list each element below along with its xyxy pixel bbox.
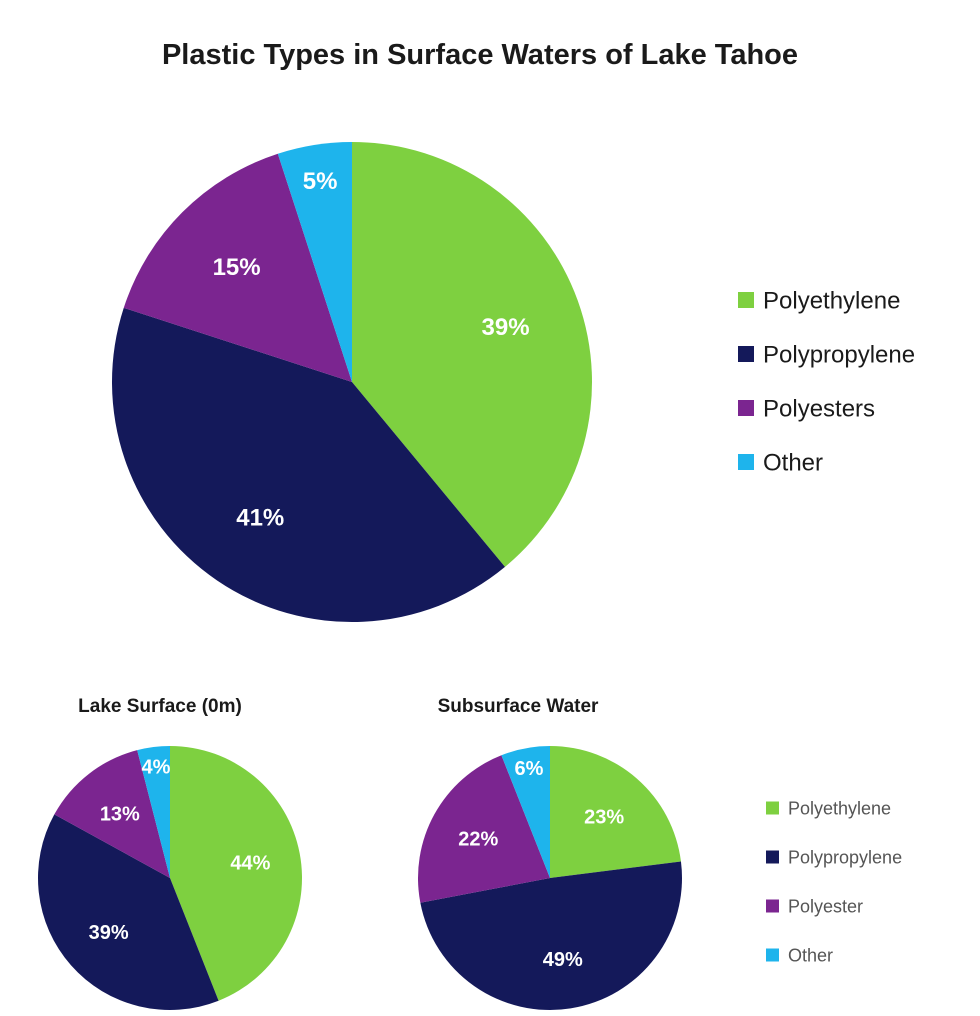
main-legend-label-other: Other — [763, 450, 823, 477]
main-legend-swatch-polypropylene — [738, 346, 754, 362]
small-legend-swatch-polyester — [766, 899, 779, 913]
small-legend-swatch-polyethylene — [766, 801, 779, 815]
subsurface-slice-polypropylene — [420, 861, 683, 1011]
main-legend: Polyethylene Polypropylene Polyesters Other — [738, 288, 915, 477]
main-slice-other — [277, 142, 352, 382]
small-legend-swatch-other — [766, 948, 779, 962]
subsurface-label-polyester: 22% — [458, 829, 498, 851]
subsurface-chart-title: Subsurface Water — [438, 696, 599, 717]
main-legend-label-polyesters: Polyesters — [763, 396, 875, 423]
main-slice-polypropylene — [112, 307, 505, 622]
lake-surface-pie-chart: 44% 39% 13% 4% — [38, 746, 302, 1010]
secondary-legend: Polyethylene Polypropylene Polyester Other — [766, 798, 902, 965]
main-label-polyesters: 15% — [213, 254, 261, 281]
surface-slice-other — [137, 746, 170, 878]
main-legend-swatch-other — [738, 454, 754, 470]
surface-slice-polyester — [54, 750, 171, 878]
subsurface-slice-polyethylene — [550, 746, 681, 878]
lake-surface-chart-title: Lake Surface (0m) — [78, 696, 242, 717]
small-legend-label-other: Other — [788, 945, 833, 965]
subsurface-label-polypropylene: 49% — [543, 949, 583, 971]
main-label-polyethylene: 39% — [482, 314, 530, 341]
main-legend-label-polypropylene: Polypropylene — [763, 342, 915, 369]
surface-label-polyethylene: 44% — [230, 853, 270, 875]
subsurface-slice-other — [501, 746, 550, 878]
small-legend-label-polypropylene: Polypropylene — [788, 847, 902, 867]
surface-label-polypropylene: 39% — [89, 922, 129, 944]
main-chart-title: Plastic Types in Surface Waters of Lake … — [162, 39, 798, 71]
small-legend-swatch-polypropylene — [766, 850, 779, 864]
main-slice-polyethylene — [352, 142, 593, 567]
surface-slice-polypropylene — [38, 814, 219, 1010]
subsurface-label-other: 6% — [515, 758, 544, 780]
surface-label-other: 4% — [141, 757, 170, 779]
main-label-polypropylene: 41% — [236, 504, 284, 531]
small-legend-label-polyester: Polyester — [788, 896, 863, 916]
main-legend-label-polyethylene: Polyethylene — [763, 288, 900, 315]
subsurface-slice-polyester — [418, 755, 550, 903]
surface-label-polyester: 13% — [100, 803, 140, 825]
main-legend-swatch-polyesters — [738, 400, 754, 416]
main-slice-polyesters — [123, 153, 353, 382]
small-legend-label-polyethylene: Polyethylene — [788, 798, 891, 818]
surface-slice-polyethylene — [170, 746, 302, 1001]
main-pie-chart: 39% 41% 15% 5% — [112, 142, 593, 622]
subsurface-pie-chart: 23% 49% 22% 6% — [418, 746, 683, 1011]
main-label-other: 5% — [303, 168, 338, 195]
subsurface-label-polyethylene: 23% — [584, 807, 624, 829]
main-legend-swatch-polyethylene — [738, 292, 754, 308]
